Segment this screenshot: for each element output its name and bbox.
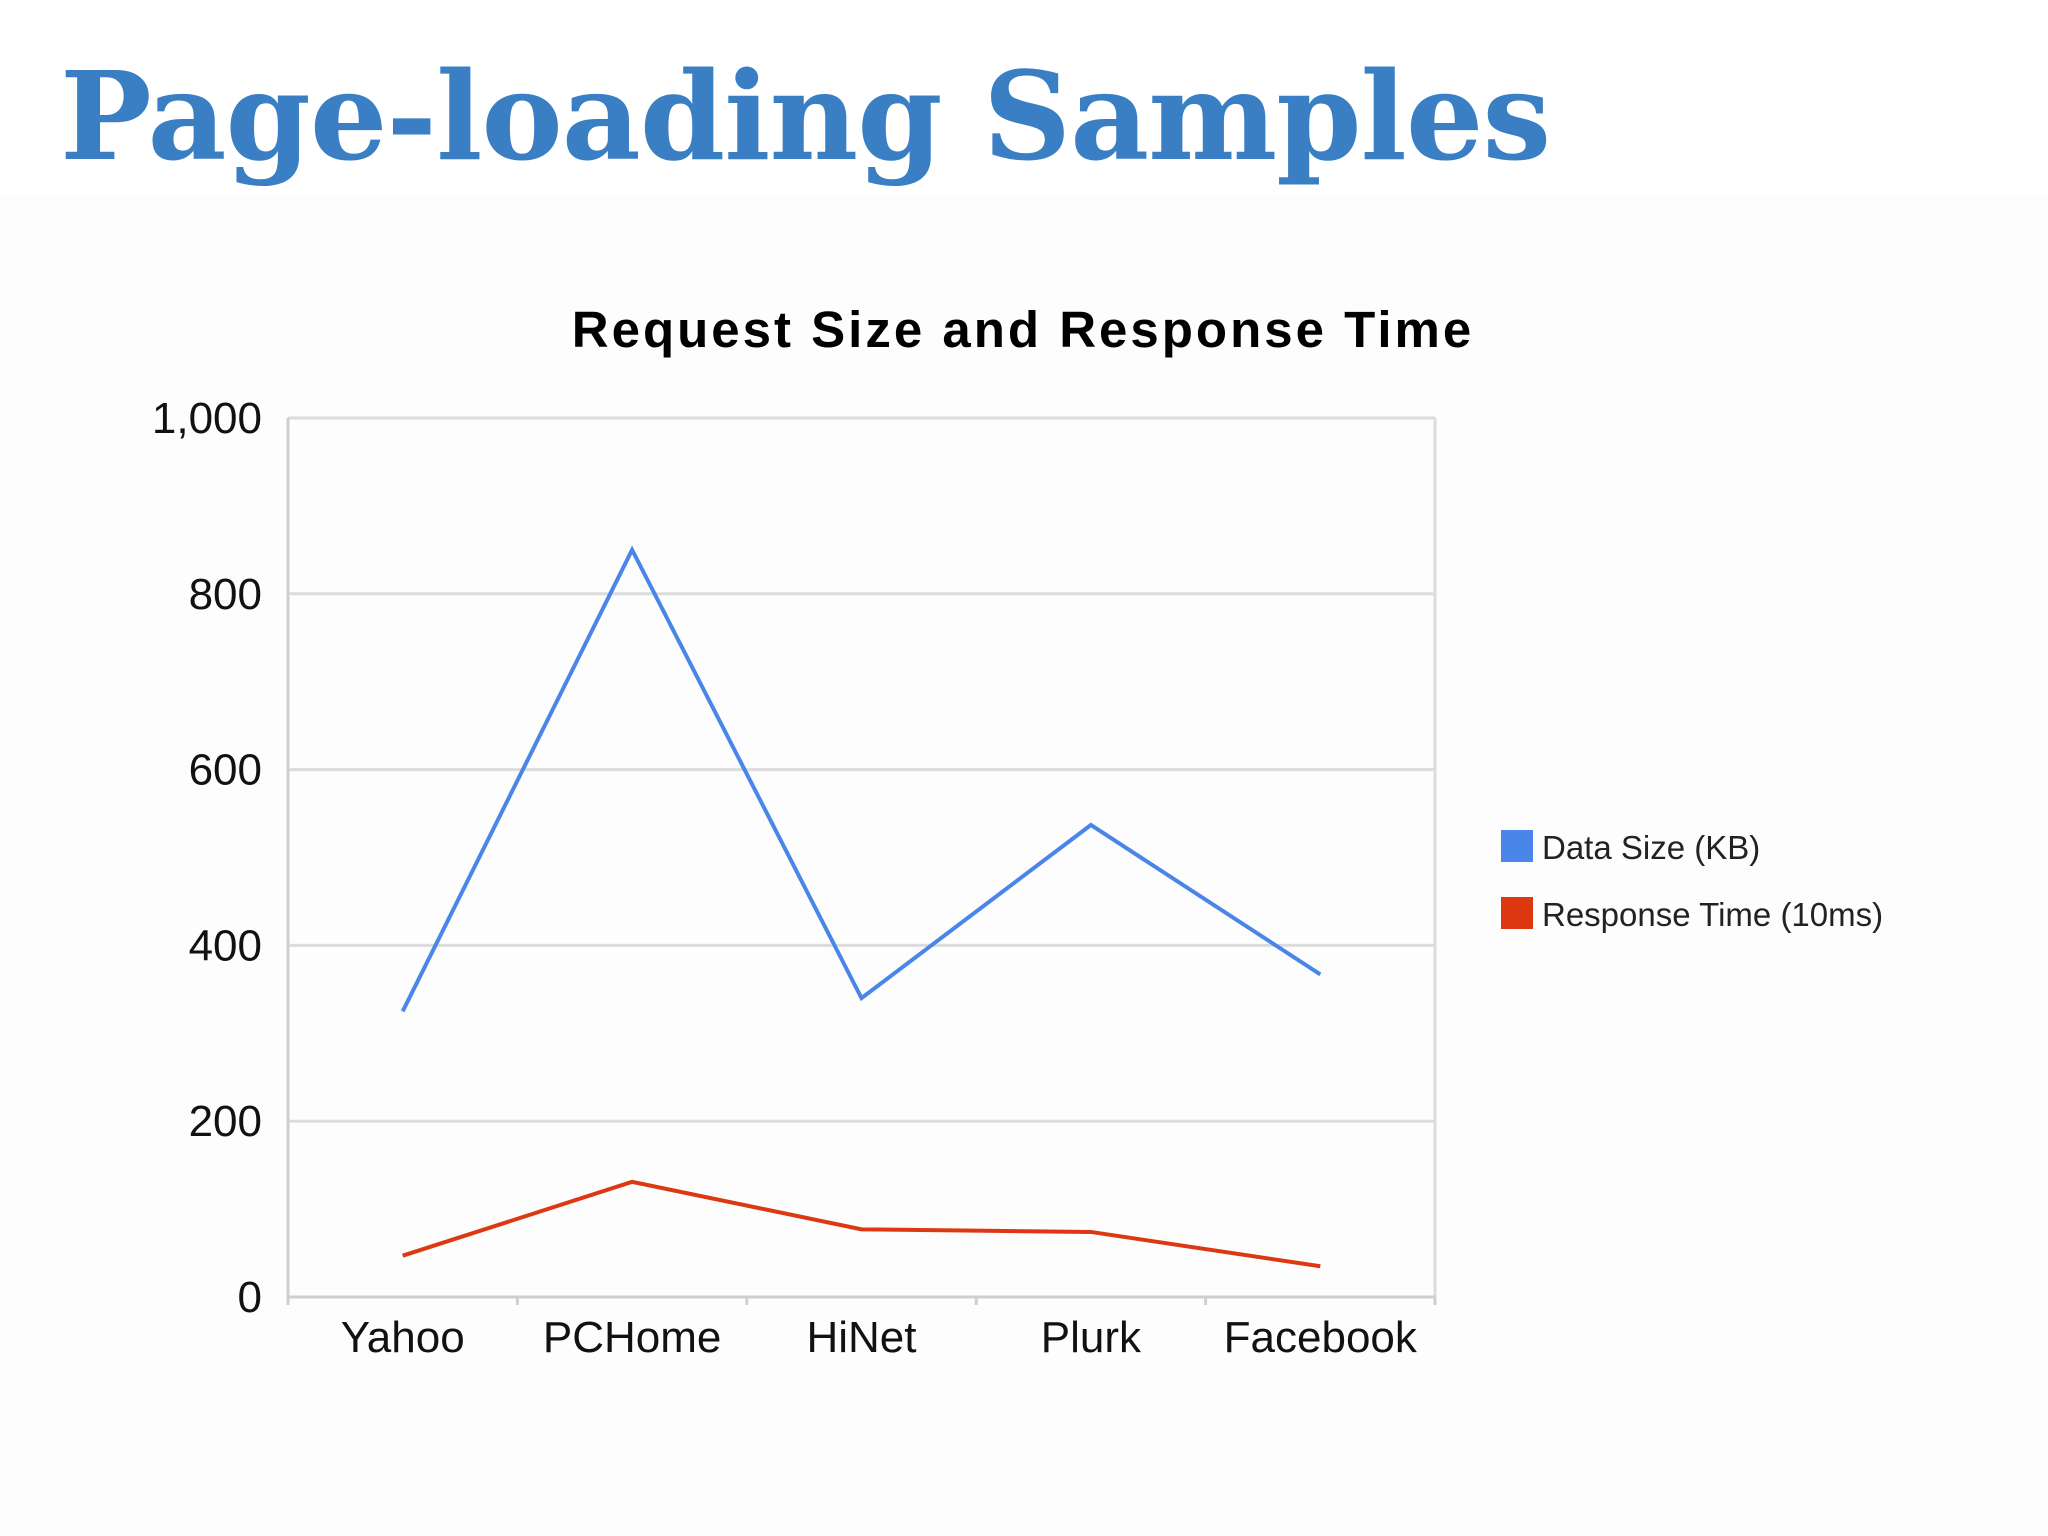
y-tick-label: 600 [189, 746, 262, 795]
x-tick-label: Yahoo [341, 1313, 465, 1362]
x-tick-label: PCHome [543, 1313, 722, 1362]
legend-label: Data Size (KB) [1542, 829, 1760, 866]
x-tick-label: Facebook [1224, 1313, 1418, 1362]
y-tick-label: 800 [189, 570, 262, 619]
y-tick-label: 200 [189, 1097, 262, 1146]
y-tick-label: 400 [189, 921, 262, 970]
series-line-1 [400, 545, 1322, 1013]
legend: Data Size (KB) Response Time (10ms) [1501, 829, 1883, 933]
legend-label: Response Time (10ms) [1542, 896, 1883, 933]
series-lines [400, 545, 1322, 1269]
x-tick-label: HiNet [806, 1313, 916, 1362]
y-tick-label: 0 [238, 1273, 262, 1322]
chart-title: Request Size and Response Time [572, 301, 1474, 358]
legend-swatch [1501, 830, 1533, 862]
x-tick-label: Plurk [1041, 1313, 1142, 1362]
slide-title: Page-loading Samples [60, 44, 1551, 188]
gridlines [288, 416, 1435, 1123]
y-tick-label: 1,000 [152, 394, 262, 443]
x-axis-tick-labels: Yahoo PCHome HiNet Plurk Facebook [341, 1313, 1418, 1362]
axes [286, 418, 1437, 1305]
series-line-2 [402, 1179, 1321, 1269]
legend-swatch [1501, 897, 1533, 929]
y-axis-tick-labels: 0 200 400 600 800 1,000 [152, 394, 262, 1322]
